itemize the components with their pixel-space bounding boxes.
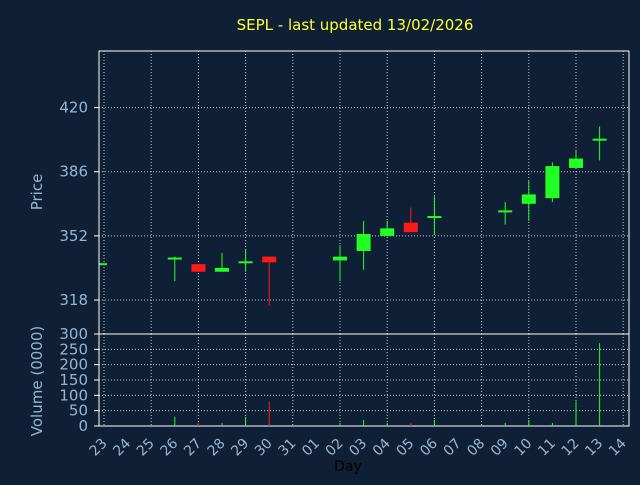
x-tick-label: 24 <box>110 435 134 459</box>
x-tick-label: 27 <box>181 436 205 460</box>
candle <box>380 220 395 236</box>
price-tick-label: 318 <box>59 291 88 309</box>
candle <box>191 264 206 272</box>
candle <box>238 249 253 272</box>
candle <box>356 220 371 270</box>
x-tick-label: 05 <box>394 436 418 460</box>
x-tick-label: 03 <box>346 436 370 460</box>
candle-body <box>215 267 229 272</box>
x-tick-label: 31 <box>276 436 300 460</box>
price-axis-label: Price <box>28 174 46 211</box>
candle <box>545 162 560 202</box>
volume-tick-label: 100 <box>59 386 88 404</box>
volume-tick-label: 300 <box>59 325 88 343</box>
candle-body <box>403 222 418 233</box>
candle-body <box>545 166 560 199</box>
candle-body <box>569 158 583 168</box>
volume-tick-label: 0 <box>78 417 88 435</box>
x-tick-label: 25 <box>134 436 158 460</box>
candle <box>569 150 583 168</box>
x-tick-label: 13 <box>582 436 606 460</box>
candle <box>521 181 536 221</box>
x-axis-label: Day <box>334 459 362 475</box>
candle-body <box>191 264 206 272</box>
price-tick-label: 420 <box>59 99 88 117</box>
volume-bars <box>174 343 601 426</box>
candle <box>592 126 607 161</box>
candle-body <box>333 256 347 261</box>
candle <box>427 196 442 235</box>
candle <box>403 207 418 233</box>
price-y-ticks: 420 386 352 318 <box>59 99 99 309</box>
price-tick-label: 386 <box>59 163 88 181</box>
x-tick-label: 10 <box>512 436 536 460</box>
candle-body <box>521 194 536 204</box>
volume-grid <box>99 334 629 426</box>
x-tick-label: 07 <box>441 436 465 460</box>
volume-tick-label: 250 <box>59 340 88 358</box>
volume-tick-label: 150 <box>59 371 88 389</box>
x-tick-label: 04 <box>370 435 394 459</box>
x-tick-label: 02 <box>323 436 347 460</box>
volume-tick-label: 200 <box>59 356 88 374</box>
chart-title: SEPL - last updated 13/02/2026 <box>237 16 474 34</box>
candle <box>333 245 347 282</box>
candle <box>215 252 229 272</box>
candle-body <box>380 228 395 236</box>
candle-body <box>262 256 277 263</box>
candle-body <box>356 234 371 251</box>
price-tick-label: 352 <box>59 227 88 245</box>
candle <box>262 256 277 306</box>
x-axis-labels: 23 24 25 26 27 28 29 30 31 01 02 03 04 05 06 07 08 09 10 11… <box>87 435 630 459</box>
x-tick-label: 28 <box>205 436 229 460</box>
x-tick-label: 30 <box>252 436 276 460</box>
x-tick-label: 11 <box>535 436 559 460</box>
x-tick-label: 06 <box>417 435 441 459</box>
candle <box>167 256 182 282</box>
x-tick-label: 08 <box>464 436 488 460</box>
x-tick-label: 14 <box>606 435 630 459</box>
volume-axis-label: Volume (0000) <box>28 326 46 436</box>
volume-tick-label: 50 <box>69 402 88 420</box>
x-tick-label: 26 <box>158 435 182 459</box>
x-tick-label: 23 <box>87 436 111 460</box>
candle <box>498 201 513 225</box>
x-tick-label: 12 <box>559 436 583 460</box>
price-panel: 420 386 352 318 Price <box>28 50 630 335</box>
x-tick-label: 09 <box>488 436 512 460</box>
candles <box>99 126 607 306</box>
x-tick-label: 29 <box>228 436 252 460</box>
x-tick-label: 01 <box>299 436 323 460</box>
